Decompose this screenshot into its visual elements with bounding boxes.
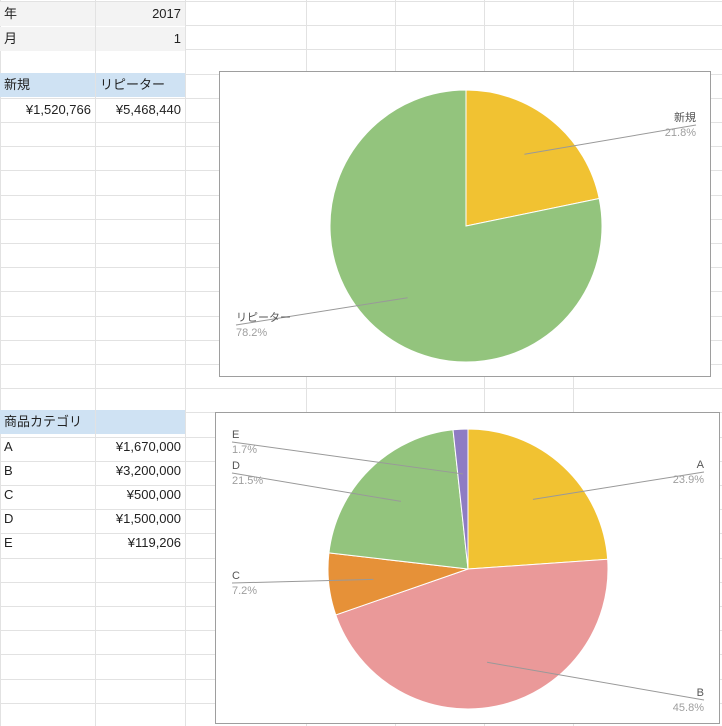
- category-slice-label-2: C: [232, 570, 240, 582]
- month-label-cell[interactable]: 月: [0, 27, 95, 51]
- category-slice-percent-1: 45.8%: [673, 702, 704, 714]
- category-value-cell-c[interactable]: ¥500,000: [126, 487, 181, 502]
- category-pie-chart[interactable]: A 23.9% B 45.8% C 7.2% D 21.5% E 1.7%: [215, 412, 720, 724]
- category-slice-3[interactable]: [328, 429, 469, 570]
- customer-slice-percent-0: 21.8%: [665, 127, 696, 139]
- customer-leader-line-0: [524, 124, 697, 155]
- customer-pie-chart[interactable]: 新規 21.8% リピーター 78.2%: [219, 71, 711, 377]
- new-customer-value-cell[interactable]: ¥1,520,766: [25, 102, 91, 117]
- category-slice-label-4: E: [232, 429, 239, 441]
- category-name-cell-a[interactable]: A: [4, 439, 13, 454]
- year-label-cell[interactable]: 年: [0, 2, 95, 26]
- category-slice-label-0: A: [697, 459, 705, 471]
- category-leader-line-2: [231, 578, 374, 584]
- category-name-cell-c[interactable]: C: [4, 487, 14, 502]
- customer-pie-svg: 新規 21.8% リピーター 78.2%: [235, 89, 697, 363]
- category-leader-line-1: [487, 661, 705, 701]
- category-name-cell-d[interactable]: D: [4, 511, 14, 526]
- category-slice-percent-0: 23.9%: [673, 474, 704, 486]
- customer-leader-line-1: [235, 297, 408, 326]
- category-header-cell[interactable]: 商品カテゴリ: [0, 410, 95, 434]
- category-slice-percent-4: 1.7%: [232, 444, 257, 456]
- customer-slice-label-0: 新規: [674, 110, 696, 124]
- category-header-blank-cell[interactable]: [96, 410, 185, 434]
- category-value-cell-e[interactable]: ¥119,206: [127, 535, 181, 550]
- customer-slice-label-1: リピーター: [236, 311, 291, 324]
- category-slice-percent-2: 7.2%: [232, 585, 257, 597]
- category-leader-line-4: [231, 441, 463, 475]
- category-value-cell-a[interactable]: ¥1,670,000: [115, 439, 181, 454]
- category-slice-4[interactable]: [452, 428, 469, 570]
- customer-slice-percent-1: 78.2%: [236, 327, 267, 339]
- customer-slice-0[interactable]: [465, 89, 600, 227]
- category-leader-line-0: [532, 471, 705, 500]
- repeater-header-cell[interactable]: リピーター: [96, 73, 185, 97]
- customer-slice-1[interactable]: [329, 89, 603, 363]
- category-slice-label-3: D: [232, 460, 240, 472]
- category-pie-svg: A 23.9% B 45.8% C 7.2% D 21.5% E 1.7%: [231, 428, 705, 714]
- year-value-cell[interactable]: 2017: [96, 2, 185, 26]
- category-leader-line-3: [231, 472, 402, 502]
- month-value-cell[interactable]: 1: [96, 27, 185, 51]
- category-slice-percent-3: 21.5%: [232, 475, 263, 487]
- category-value-cell-d[interactable]: ¥1,500,000: [115, 511, 181, 526]
- new-customer-header-cell[interactable]: 新規: [0, 73, 95, 97]
- category-name-cell-b[interactable]: B: [4, 463, 13, 478]
- category-slice-label-1: B: [697, 687, 704, 699]
- repeater-value-cell[interactable]: ¥5,468,440: [115, 102, 181, 117]
- category-value-cell-b[interactable]: ¥3,200,000: [115, 463, 181, 478]
- category-name-cell-e[interactable]: E: [4, 535, 13, 550]
